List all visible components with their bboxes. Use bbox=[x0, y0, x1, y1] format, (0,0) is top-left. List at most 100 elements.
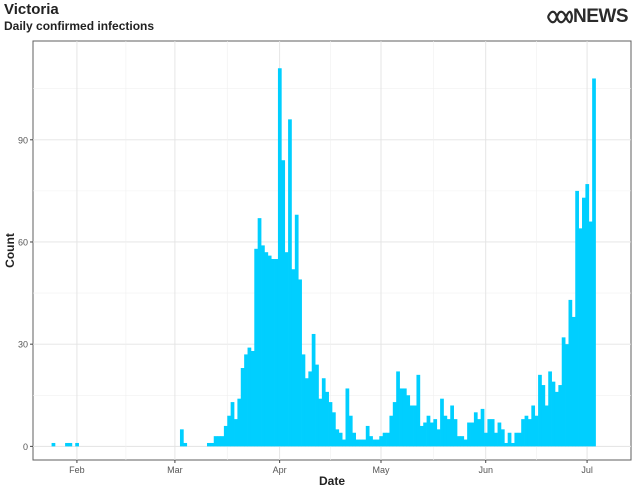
bar bbox=[372, 439, 377, 447]
bar bbox=[254, 248, 259, 447]
bar bbox=[416, 374, 421, 447]
bar bbox=[362, 439, 367, 447]
bar bbox=[389, 415, 394, 447]
bar bbox=[443, 415, 448, 447]
bar bbox=[460, 436, 465, 447]
y-axis-title: Count bbox=[3, 233, 17, 268]
bar bbox=[521, 419, 525, 447]
bar bbox=[423, 422, 427, 447]
x-tick-label: Jul bbox=[581, 465, 593, 475]
brand-text: NEWS bbox=[573, 6, 629, 27]
bar bbox=[484, 432, 488, 447]
bar bbox=[294, 214, 299, 447]
bar bbox=[396, 371, 400, 447]
bar bbox=[274, 259, 279, 447]
brand-logo: NEWS bbox=[547, 6, 629, 28]
bar bbox=[480, 408, 485, 447]
y-tick-label: 60 bbox=[18, 237, 28, 247]
abc-waves-icon bbox=[547, 10, 573, 24]
bar bbox=[429, 422, 434, 447]
bar bbox=[463, 439, 468, 447]
bar bbox=[565, 344, 569, 447]
bar bbox=[335, 429, 340, 447]
bar bbox=[568, 299, 573, 447]
bar bbox=[457, 436, 461, 447]
bar bbox=[578, 228, 583, 447]
bar bbox=[440, 398, 444, 447]
bar bbox=[247, 347, 252, 447]
y-tick-label: 30 bbox=[18, 340, 28, 350]
bar bbox=[250, 350, 255, 447]
bar bbox=[504, 442, 509, 447]
chart-title: Victoria bbox=[4, 1, 59, 18]
x-tick-label: Apr bbox=[273, 465, 287, 475]
bar bbox=[399, 388, 404, 447]
bar bbox=[244, 354, 248, 447]
bar bbox=[352, 432, 356, 447]
bar bbox=[500, 429, 505, 447]
bar bbox=[321, 378, 326, 447]
bar bbox=[551, 381, 556, 447]
bar bbox=[227, 415, 231, 447]
bar bbox=[68, 442, 73, 447]
bar bbox=[315, 364, 319, 447]
bar bbox=[264, 252, 269, 447]
bar bbox=[544, 405, 549, 447]
x-tick-label: Jun bbox=[478, 465, 493, 475]
bar bbox=[406, 395, 411, 447]
bar bbox=[527, 419, 532, 447]
bar bbox=[386, 432, 390, 447]
bar bbox=[511, 442, 515, 447]
x-axis-title: Date bbox=[319, 474, 345, 488]
bar bbox=[284, 252, 289, 447]
bar bbox=[359, 439, 363, 447]
bar bbox=[183, 442, 188, 447]
bar bbox=[210, 442, 215, 447]
bar bbox=[318, 398, 323, 447]
bar bbox=[413, 405, 417, 447]
bar bbox=[365, 425, 370, 447]
bar bbox=[436, 429, 441, 447]
x-tick-label: Feb bbox=[69, 465, 85, 475]
bar bbox=[453, 419, 458, 447]
bar bbox=[379, 436, 384, 447]
bar bbox=[230, 402, 235, 447]
bar bbox=[538, 374, 542, 447]
bar bbox=[223, 425, 228, 447]
bars bbox=[51, 68, 596, 447]
bar bbox=[490, 419, 495, 447]
bar bbox=[531, 405, 536, 447]
bar bbox=[369, 436, 373, 447]
plot-panel bbox=[32, 40, 632, 461]
bar bbox=[298, 279, 302, 447]
bar bbox=[342, 439, 346, 447]
bar bbox=[291, 269, 296, 447]
bar bbox=[355, 439, 360, 447]
y-tick-label: 90 bbox=[18, 135, 28, 145]
bar bbox=[179, 429, 184, 447]
bar bbox=[308, 371, 313, 447]
bar bbox=[561, 337, 566, 447]
y-tick-label: 0 bbox=[23, 442, 28, 452]
bar bbox=[375, 439, 380, 447]
x-tick-label: Mar bbox=[167, 465, 183, 475]
bar bbox=[237, 398, 242, 447]
bar bbox=[213, 436, 218, 447]
bar bbox=[534, 415, 539, 447]
bar bbox=[548, 371, 552, 447]
bar bbox=[524, 415, 529, 447]
bar bbox=[277, 68, 282, 447]
bar bbox=[288, 119, 292, 447]
bar bbox=[75, 442, 79, 447]
bar bbox=[467, 422, 471, 447]
ticks: 0 30 60 90 Feb Mar Apr May Jun Jul bbox=[18, 135, 593, 475]
bar bbox=[281, 160, 286, 447]
bar bbox=[328, 402, 333, 447]
bar bbox=[487, 419, 492, 447]
bar bbox=[304, 378, 309, 447]
bar bbox=[592, 78, 596, 447]
bar bbox=[588, 221, 593, 447]
bar bbox=[558, 385, 563, 447]
bar bbox=[338, 432, 343, 447]
